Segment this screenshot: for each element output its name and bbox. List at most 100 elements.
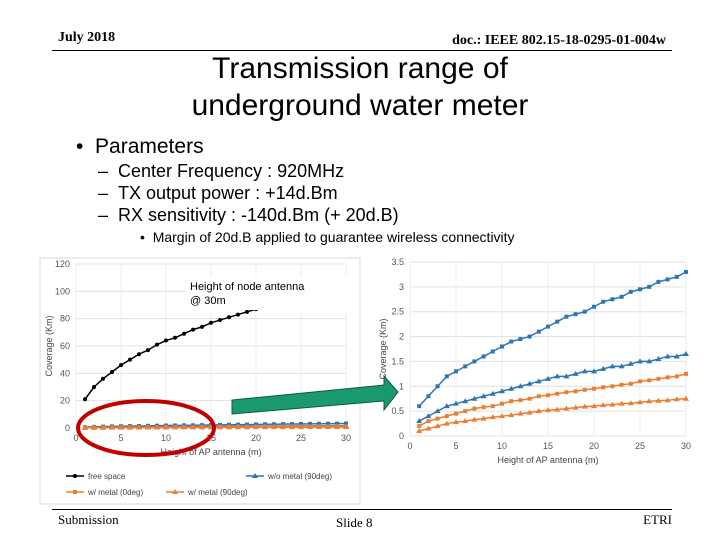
annotation-line1: Height of node antenna: [190, 281, 305, 293]
right-data-point: [638, 287, 642, 292]
left-yaxis-title: Coverage (Km): [44, 315, 54, 376]
left-data-point: [119, 363, 123, 368]
footer-submission: Submission: [58, 512, 119, 527]
right-data-point: [444, 414, 449, 419]
right-data-point: [500, 344, 504, 349]
legend-label: w/o metal (90deg): [267, 472, 332, 481]
right-data-point: [665, 277, 670, 282]
right-data-point: [443, 403, 450, 409]
right-yaxis-title: Coverage (Km): [378, 318, 388, 379]
right-data-point: [554, 373, 561, 379]
left-ytick-label: 80: [60, 314, 70, 324]
header-divider: [52, 50, 672, 51]
right-data-point: [499, 413, 505, 419]
right-data-point: [674, 274, 679, 279]
bullet-list: • Parameters – Center Frequency : 920MHz…: [76, 134, 515, 246]
right-data-point: [684, 371, 688, 376]
right-data-point: [674, 374, 679, 379]
left-data-point: [82, 424, 88, 430]
right-ytick-label: 1.5: [391, 356, 404, 366]
right-data-point: [518, 398, 523, 403]
right-data-point: [481, 354, 486, 359]
left-data-point: [262, 424, 268, 430]
left-xtick-label: 20: [251, 433, 261, 443]
left-data-point: [100, 424, 106, 430]
right-data-point: [600, 365, 607, 371]
right-xtick-label: 10: [497, 441, 507, 451]
right-data-point: [572, 404, 579, 410]
right-data-point: [480, 415, 487, 421]
left-xtick-label: 30: [341, 433, 351, 443]
right-data-point: [601, 385, 606, 390]
left-data-point: [182, 331, 186, 336]
left-xtick-label: 5: [118, 433, 123, 443]
right-data-point: [545, 407, 551, 413]
left-data-point: [226, 424, 232, 430]
left-data-point: [127, 424, 133, 430]
right-data-point: [489, 390, 496, 396]
right-data-point: [664, 353, 671, 359]
left-data-point: [334, 423, 340, 429]
right-data-point: [655, 355, 662, 361]
right-data-point: [637, 358, 643, 364]
right-data-point: [564, 390, 569, 395]
left-data-point: [173, 335, 177, 340]
right-data-point: [554, 406, 561, 412]
right-data-point: [628, 289, 633, 294]
right-data-point: [526, 380, 533, 386]
right-data-point: [434, 408, 441, 414]
bullet-item: – RX sensitivity : -140d.Bm (+ 20d.B): [98, 205, 399, 225]
left-ytick-label: 20: [60, 396, 70, 406]
right-data-point: [546, 324, 550, 329]
right-data-point: [471, 395, 478, 401]
right-data-point: [443, 420, 450, 426]
right-data-point: [508, 385, 515, 391]
right-chart-series: [416, 269, 689, 434]
right-data-point: [647, 378, 652, 383]
right-data-point: [664, 397, 671, 403]
right-data-point: [627, 400, 634, 406]
right-xtick-label: 25: [635, 441, 645, 451]
right-data-point: [472, 359, 477, 364]
left-data-point: [307, 424, 313, 430]
left-data-point: [145, 424, 151, 430]
right-data-point: [426, 394, 431, 399]
left-ytick-label: 0: [65, 423, 70, 433]
right-data-point: [609, 363, 616, 369]
right-data-point: [646, 398, 653, 404]
left-data-point: [163, 424, 169, 430]
right-data-point: [527, 396, 532, 401]
right-data-point: [655, 397, 662, 403]
left-data-point: [191, 327, 195, 332]
left-data-point: [155, 342, 159, 347]
right-chart-axes: 0 0.5 1 1.5 2 2.5 3 3.5 0 5 10 15 20 25 30 Height of AP…: [378, 257, 691, 465]
right-data-point: [563, 405, 570, 411]
right-data-point: [500, 401, 504, 406]
legend-label: w/ metal (0deg): [87, 488, 143, 497]
right-ytick-label: 3: [399, 282, 404, 292]
right-data-point: [489, 414, 496, 420]
right-data-point: [462, 398, 469, 404]
bullet-tx-power: TX output power : +14d.Bm: [118, 183, 338, 203]
left-data-point: [236, 312, 240, 317]
left-data-point: [217, 424, 223, 430]
right-xtick-label: 30: [681, 441, 691, 451]
right-data-point: [536, 394, 541, 399]
legend-swatch-marker: [172, 489, 178, 494]
right-data-point: [527, 334, 532, 339]
left-xtick-label: 10: [161, 433, 171, 443]
annotation-box: [186, 276, 348, 310]
right-series-0: [417, 269, 688, 409]
highlight-ellipse: [76, 399, 216, 457]
right-data-point: [480, 393, 487, 399]
right-data-point: [647, 284, 652, 289]
legend-label: free space: [88, 472, 126, 481]
left-data-point: [218, 318, 222, 323]
right-ytick-label: 3.5: [391, 257, 404, 267]
left-data-point: [110, 369, 114, 374]
annotation-line2: @ 30m: [190, 295, 226, 307]
left-data-point: [83, 397, 87, 402]
left-data-point: [181, 424, 187, 430]
right-data-point: [535, 378, 542, 384]
